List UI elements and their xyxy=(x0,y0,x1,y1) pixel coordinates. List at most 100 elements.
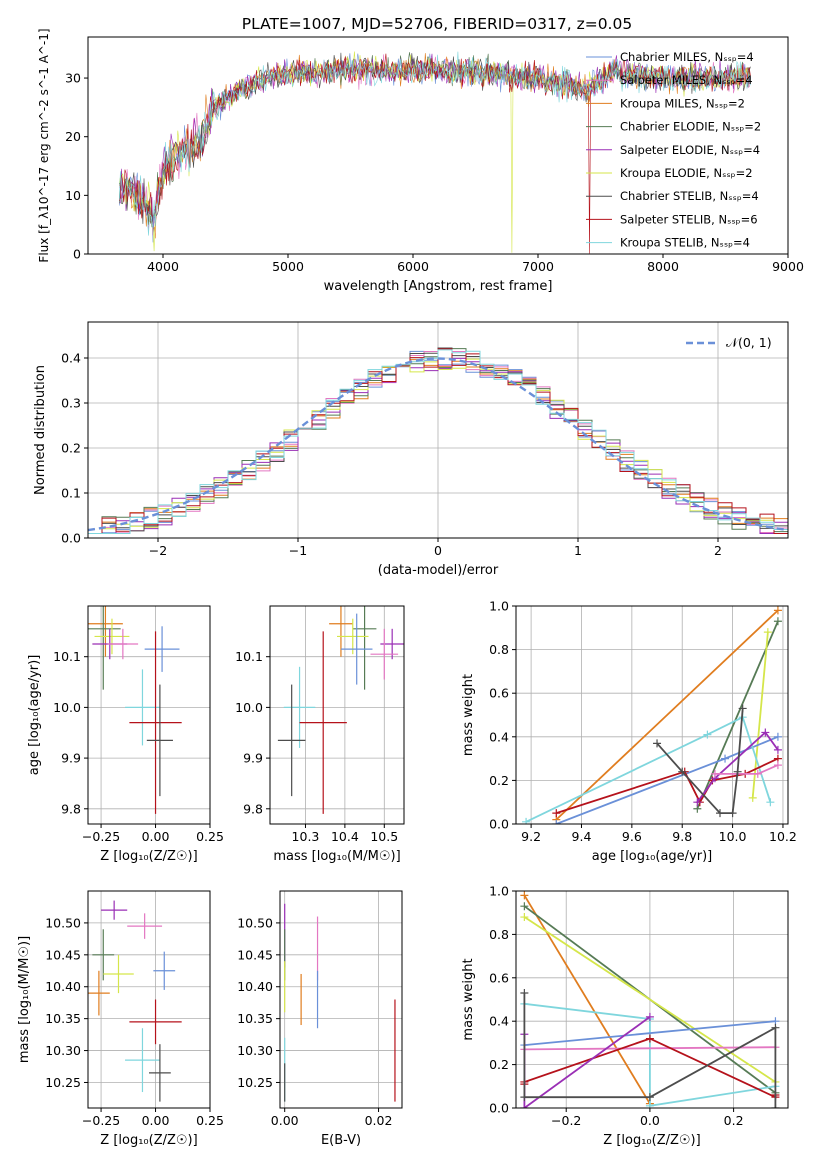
series-point xyxy=(520,891,529,900)
x-axis-label: (data-model)/error xyxy=(378,563,499,578)
errorbar-CS xyxy=(277,684,306,797)
tick-label-y: 0 xyxy=(73,247,81,262)
series-point xyxy=(748,793,757,802)
tick-label-y: 0.6 xyxy=(489,970,509,985)
tick-label-y: 10.30 xyxy=(237,1043,273,1058)
legend-label: Kroupa STELIB, Nₛₛₚ=4 xyxy=(620,236,750,250)
series-point xyxy=(710,769,719,778)
panel-age_vs_mass: 10.3 10.4 10.5 9.8 9.9 10.0 10.1 mass [log₁₀(M/… xyxy=(235,605,405,864)
errorbar-KS xyxy=(125,669,160,746)
tick-label-y: 10.25 xyxy=(45,1075,81,1090)
errorbar-KM xyxy=(88,606,123,657)
tick-label-y: 10.50 xyxy=(237,915,273,930)
errorbar-CM xyxy=(340,613,373,685)
tick-label-x: 10.2 xyxy=(769,829,797,844)
x-axis-label: Z [log₁₀(Z/Z☉)] xyxy=(100,1133,197,1148)
legend-label: Chabrier MILES, Nₛₛₚ=4 xyxy=(620,50,754,64)
series-KS xyxy=(522,713,775,824)
series-point xyxy=(703,730,712,739)
errorbar-KM xyxy=(329,606,353,657)
axes-frame xyxy=(87,890,211,1109)
series-point xyxy=(645,1034,654,1043)
tick-label-x: 9000 xyxy=(772,259,804,274)
plot-area xyxy=(277,606,404,814)
series-point xyxy=(645,1093,654,1102)
series-CS xyxy=(520,988,780,1108)
series-line xyxy=(524,1002,776,1107)
tick-label-x: 5000 xyxy=(272,259,304,274)
tick-label-x: 0.25 xyxy=(196,1113,224,1128)
y-axis-label: mass weight xyxy=(461,958,476,1040)
x-axis-label: age [log₁₀(age/yr)] xyxy=(592,849,713,864)
tick-label-x: 0.0 xyxy=(640,1113,660,1128)
series-point xyxy=(520,902,529,911)
series-SM xyxy=(710,761,782,778)
tick-label-y: 10.40 xyxy=(45,979,81,994)
series-point xyxy=(645,1012,654,1021)
tick-label-y: 1.0 xyxy=(489,599,509,614)
axes-frame xyxy=(87,36,789,255)
series-line xyxy=(524,1020,776,1046)
tick-label-y: 0.8 xyxy=(489,927,509,942)
panel-spectrum: 4000 5000 6000 7000 8000 9000 0 10 20 30 wavelengt… xyxy=(37,28,804,294)
tick-label-x: 10.3 xyxy=(292,829,320,844)
legend: 𝒩(0, 1) xyxy=(686,335,772,350)
panel-mass_weight_vs_age: 9.2 9.4 9.6 9.8 10.0 10.2 0.0 0.2 0.4 0.6 0.8 1.0 ag… xyxy=(461,599,797,865)
tick-label-y: 0.0 xyxy=(61,531,81,546)
tick-label-y: 0.4 xyxy=(61,351,81,366)
series-line xyxy=(696,731,779,803)
tick-label-y: 0.2 xyxy=(61,441,81,456)
tick-label-y: 10.45 xyxy=(237,947,273,962)
series-point xyxy=(693,798,702,807)
errorbar-SS xyxy=(129,631,182,814)
tick-label-y: 0.0 xyxy=(489,1101,509,1116)
errorbar-CM xyxy=(153,951,176,990)
series-point xyxy=(721,754,730,763)
tick-label-x: −0.25 xyxy=(82,829,120,844)
series-point xyxy=(733,767,742,776)
errorbar-SS xyxy=(129,999,182,1045)
tick-label-y: 10.30 xyxy=(45,1043,81,1058)
series-point xyxy=(678,767,687,776)
errorbar-CE xyxy=(92,929,115,981)
plot-area xyxy=(88,606,182,814)
tick-label-y: 10.25 xyxy=(237,1075,273,1090)
tick-label-y: 10 xyxy=(65,188,81,203)
series-line xyxy=(656,708,744,814)
tick-label-y: 10.0 xyxy=(53,700,81,715)
legend-label: Chabrier STELIB, Nₛₛₚ=4 xyxy=(620,189,759,203)
series-point xyxy=(771,1104,780,1108)
y-axis-label: mass [log₁₀(M/M☉)] xyxy=(17,936,32,1063)
errorbar-KE xyxy=(337,618,369,655)
normal-curve xyxy=(88,357,788,532)
tick-label-x: 0.00 xyxy=(271,1113,299,1128)
tick-label-y: 0.2 xyxy=(489,773,509,788)
spectrum-line-KS xyxy=(119,51,751,236)
tick-label-y: 10.50 xyxy=(45,915,81,930)
tick-label-x: 9.8 xyxy=(672,829,692,844)
tick-label-y: 10.0 xyxy=(235,700,263,715)
tick-label-y: 20 xyxy=(65,129,81,144)
legend-label: Kroupa ELODIE, Nₛₛₚ=2 xyxy=(620,166,753,180)
legend: Chabrier MILES, Nₛₛₚ=4 Salpeter MILES, Nₛ… xyxy=(586,50,761,250)
errorbar-CM xyxy=(144,626,180,672)
tick-label-x: 0.00 xyxy=(142,829,170,844)
errorbar-KS xyxy=(283,666,316,748)
errorbar-CE xyxy=(88,606,121,690)
axes-frame xyxy=(515,605,789,825)
series-point xyxy=(522,817,531,824)
errorbar-CS xyxy=(149,1044,171,1102)
tick-label-x: −0.2 xyxy=(551,1113,581,1128)
panel-residuals: −2 −1 0 1 2 0.0 0.1 0.2 0.3 0.4 (data-model)/error… xyxy=(33,321,789,578)
axes-frame xyxy=(87,605,211,825)
y-axis-label: age [log₁₀(age/yr)] xyxy=(27,655,42,776)
x-axis-label: Z [log₁₀(Z/Z☉)] xyxy=(100,849,197,864)
series-CM xyxy=(552,732,782,824)
tick-label-y: 10.35 xyxy=(237,1011,273,1026)
series-point xyxy=(653,739,662,748)
series-point xyxy=(763,628,772,637)
series-line xyxy=(525,715,772,823)
tick-label-x: 10.4 xyxy=(331,829,359,844)
tick-label-y: 9.9 xyxy=(243,751,263,766)
